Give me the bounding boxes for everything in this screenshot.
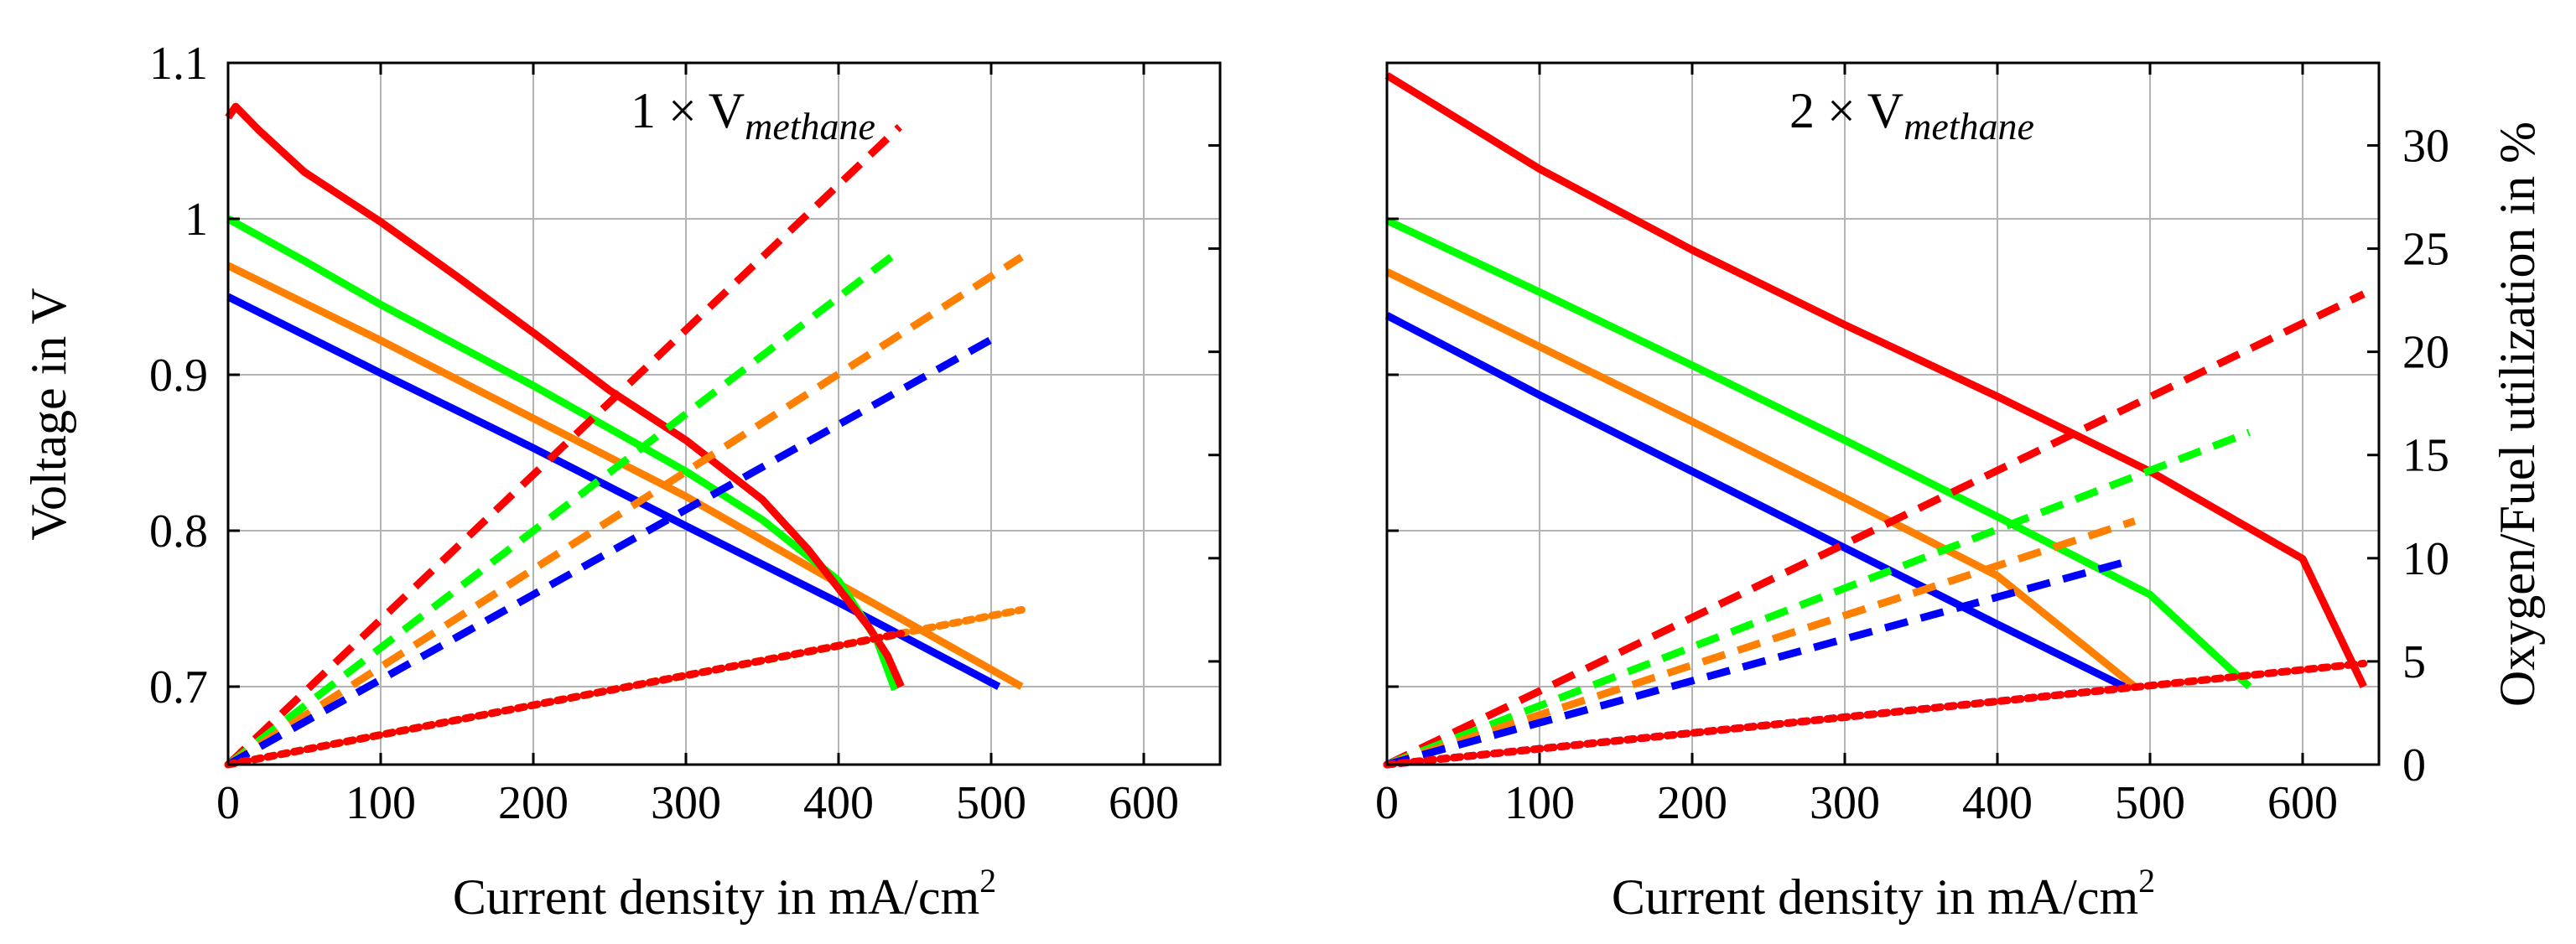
- right-x-axis-label: Current density in mA/cm2: [1612, 862, 2155, 925]
- left-plot-frame: [226, 61, 1222, 766]
- right-panel: 0 100 200 300 400 500 600 0 5 10 15 20 25 30 2 × Vme…: [1375, 61, 2545, 925]
- series-voltage-red: [225, 102, 905, 688]
- series-voltage-orange: [226, 262, 1024, 690]
- y-tick-label: 1.1: [149, 38, 208, 90]
- series-voltage-blue: [1384, 312, 2127, 691]
- series-fuel-util-red: [225, 124, 902, 768]
- left-tick-marks: [226, 61, 1220, 766]
- y-tick-label: 1: [184, 194, 208, 246]
- x-tick-label: 500: [956, 777, 1026, 829]
- x-tick-label: 300: [651, 777, 721, 829]
- y2-tick-label: 5: [2402, 636, 2426, 688]
- series-oxygen-util-red: [1383, 659, 2368, 769]
- x-tick-label: 600: [1109, 777, 1179, 829]
- series-voltage-orange: [1385, 268, 2137, 690]
- y2-tick-label: 15: [2402, 430, 2449, 482]
- right-x-tick-labels: 0 100 200 300 400 500 600: [1375, 777, 2338, 829]
- series-voltage-blue: [226, 293, 1001, 690]
- y2-tick-label: 0: [2402, 739, 2426, 791]
- left-panel: 0 100 200 300 400 500 600 0.7 0.8 0.9 1 1.1 1 × Vm…: [21, 38, 1222, 925]
- left-series: [224, 102, 1026, 769]
- x-tick-label: 100: [1504, 777, 1575, 829]
- series-fuel-util-orange: [1385, 517, 2137, 769]
- series-fuel-util-red: [1385, 290, 2366, 769]
- left-x-axis-label: Current density in mA/cm2: [453, 862, 996, 925]
- x-tick-label: 300: [1810, 777, 1880, 829]
- right-series: [1383, 72, 2368, 769]
- y2-tick-label: 25: [2402, 224, 2449, 276]
- x-tick-label: 0: [216, 777, 240, 829]
- right-y2-tick-labels: 0 5 10 15 20 25 30: [2402, 120, 2449, 791]
- x-tick-label: 100: [345, 777, 416, 829]
- series-fuel-util-green: [226, 249, 899, 768]
- x-tick-label: 200: [498, 777, 569, 829]
- x-tick-label: 200: [1657, 777, 1727, 829]
- left-x-tick-labels: 0 100 200 300 400 500 600: [216, 777, 1179, 829]
- series-voltage-green: [1385, 216, 2252, 690]
- left-panel-title: 1 × Vmethane: [631, 83, 875, 148]
- series-oxygen-util-red: [224, 630, 906, 769]
- y2-tick-label: 30: [2402, 120, 2449, 172]
- right-plot-frame: [1385, 61, 2381, 766]
- y2-tick-label: 10: [2402, 533, 2449, 585]
- left-y-axis-label: Voltage in V: [21, 288, 76, 540]
- series-fuel-util-orange: [226, 253, 1024, 768]
- series-fuel-util-green: [1385, 428, 2251, 769]
- right-panel-title: 2 × Vmethane: [1789, 83, 2034, 148]
- x-tick-label: 0: [1375, 777, 1399, 829]
- left-grid: [227, 62, 1220, 765]
- y-tick-label: 0.7: [149, 661, 208, 713]
- left-y-tick-labels: 0.7 0.8 0.9 1 1.1: [149, 38, 208, 713]
- series-voltage-green: [226, 215, 899, 692]
- x-tick-label: 600: [2267, 777, 2338, 829]
- y-tick-label: 0.8: [149, 506, 208, 558]
- series-fuel-util-blue: [1385, 558, 2126, 769]
- x-tick-label: 400: [1962, 777, 2033, 829]
- x-tick-label: 400: [803, 777, 874, 829]
- right-tick-marks: [1385, 61, 2379, 766]
- x-tick-label: 500: [2115, 777, 2185, 829]
- y-tick-label: 0.9: [149, 350, 208, 402]
- right-y2-axis-label: Oxygen/Fuel utilization in %: [2490, 122, 2545, 707]
- series-voltage-red: [1384, 72, 2367, 688]
- y2-tick-label: 20: [2402, 327, 2449, 379]
